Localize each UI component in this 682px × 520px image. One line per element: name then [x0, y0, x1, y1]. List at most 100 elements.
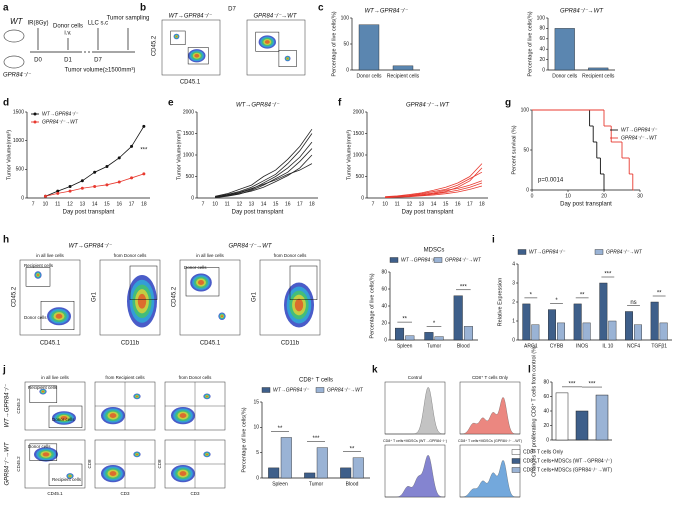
- x-tick-label: ARG1: [524, 343, 538, 349]
- line: [215, 148, 313, 198]
- x-tick-label: 0: [531, 193, 534, 199]
- x-tick-label: 30: [637, 193, 643, 199]
- y-tick-label: 0: [21, 195, 24, 201]
- flow-density: [205, 453, 209, 456]
- y-tick-label: 40: [381, 303, 387, 309]
- flow-gate: [255, 31, 280, 52]
- row-label: GPR84⁻/⁻→WT: [5, 441, 11, 485]
- x-axis-label: Day post transplant: [560, 202, 612, 208]
- flow-gate: [25, 267, 51, 287]
- x-tick-label: 12: [67, 201, 73, 207]
- bar: [575, 410, 589, 441]
- y-tick-label: 2000: [183, 109, 194, 115]
- axis-label: CD3: [120, 491, 129, 496]
- bar: [268, 467, 280, 479]
- point: [80, 186, 84, 190]
- legend-label: GPR84⁻/⁻→WT: [42, 119, 79, 125]
- point: [56, 191, 60, 195]
- point: [80, 179, 84, 183]
- y-tick-label: 500: [16, 167, 25, 173]
- bar: [557, 322, 565, 341]
- mouse-icon: [3, 55, 25, 69]
- flow-density: [175, 35, 178, 38]
- bar: [659, 322, 668, 341]
- flow-gate: [129, 265, 158, 300]
- legend-swatch: [33, 112, 37, 116]
- flow-density: [60, 416, 68, 420]
- x-tick-label: 10: [43, 201, 49, 207]
- y-tick-label: 20: [543, 423, 549, 429]
- significance: ***: [312, 436, 320, 442]
- y-tick-label: 500: [356, 174, 365, 180]
- x-tick-label: 16: [116, 201, 122, 207]
- legend-label: WT→GPR84⁻/⁻: [401, 257, 437, 263]
- y-tick-label: 15: [253, 399, 259, 405]
- significance: ***: [140, 148, 148, 154]
- significance: **: [657, 291, 662, 297]
- x-tick-label: 13: [419, 201, 425, 207]
- chart-title: MDSCs: [424, 248, 445, 254]
- day-label: D7: [94, 58, 102, 64]
- bar: [554, 28, 575, 71]
- y-axis-label: Changes of proliferating CD8⁺ T cells fr…: [530, 345, 537, 477]
- legend-label: WT→GPR84⁻/⁻: [621, 127, 657, 133]
- point: [105, 183, 109, 187]
- axis-label: Gr1: [252, 291, 258, 302]
- line: [215, 133, 313, 198]
- flow-gate: [29, 385, 58, 403]
- gate-label: from Donor cells: [114, 253, 148, 258]
- bar: [358, 24, 380, 71]
- legend-label: GPR84⁻/⁻→WT: [327, 387, 364, 393]
- legend-swatch: [511, 458, 521, 464]
- significance: ns: [630, 300, 636, 306]
- y-tick-label: 0: [191, 195, 194, 201]
- step-label: i.v.: [64, 31, 72, 37]
- bar: [573, 303, 582, 341]
- x-tick-label: 18: [141, 201, 147, 207]
- y-tick-label: 100: [521, 107, 530, 113]
- bar: [650, 301, 659, 341]
- x-tick-label: TGFβ1: [651, 343, 667, 349]
- y-axis-label: Percentage of live cells(%): [527, 11, 533, 76]
- y-tick-label: 60: [543, 394, 549, 400]
- x-axis-label: Day post transplant: [402, 210, 454, 216]
- legend-swatch: [33, 120, 37, 124]
- x-tick-label: Tumor: [309, 481, 324, 487]
- bar: [595, 394, 609, 441]
- line: [215, 154, 313, 198]
- y-axis-label: Percentage of live cells(%): [369, 273, 375, 338]
- flow-density: [109, 471, 117, 477]
- flow-density: [135, 395, 139, 398]
- bar: [599, 282, 608, 341]
- y-tick-label: 1: [512, 318, 515, 324]
- flow-density: [294, 298, 304, 312]
- bar: [634, 324, 642, 341]
- y-tick-label: 1000: [13, 138, 24, 144]
- bar: [555, 392, 569, 441]
- population-label: Donor cells: [28, 444, 51, 449]
- legend-swatch: [433, 257, 443, 263]
- histogram: [459, 459, 521, 498]
- x-tick-label: 18: [479, 201, 485, 207]
- gate-label: from Donor cells: [274, 253, 308, 258]
- x-tick-label: 14: [261, 201, 267, 207]
- y-tick-label: 0: [346, 67, 349, 73]
- histogram: [385, 454, 446, 498]
- x-tick-label: 7: [32, 201, 35, 207]
- point: [117, 156, 121, 160]
- axis-label: CD45.2: [172, 286, 178, 307]
- x-tick-label: Blood: [457, 343, 470, 349]
- significance: **: [402, 317, 407, 323]
- y-tick-label: 0: [384, 337, 387, 343]
- x-tick-label: Recipient cells: [582, 73, 615, 79]
- point: [130, 144, 134, 148]
- flow-gate: [170, 30, 186, 45]
- significance: ***: [604, 272, 612, 278]
- x-tick-label: Donor cells: [356, 73, 382, 79]
- y-axis-label: Tumor Volume(mm³): [176, 130, 182, 180]
- y-axis-label: Tumor Volume(mm³): [346, 130, 352, 180]
- y-tick-label: 60: [381, 286, 387, 292]
- x-tick-label: 15: [443, 201, 449, 207]
- bar: [582, 322, 591, 341]
